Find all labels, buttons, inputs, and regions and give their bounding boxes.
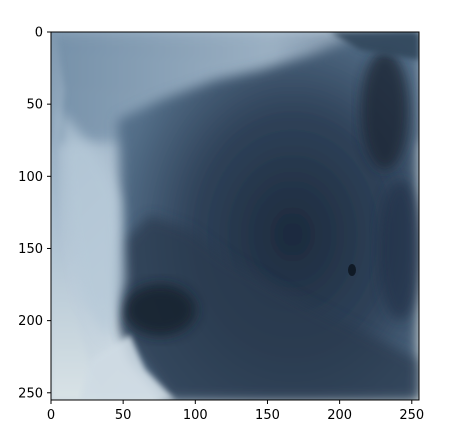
y-tick-label: 150: [18, 242, 43, 257]
x-axis: 0 50 100 150 200 250: [47, 400, 424, 423]
x-tick-label: 100: [183, 408, 208, 423]
x-tick-label: 50: [115, 408, 132, 423]
y-tick-label: 200: [18, 314, 43, 329]
image-content: [51, 32, 419, 400]
y-tick-label: 250: [18, 386, 43, 401]
x-tick-label: 250: [399, 408, 424, 423]
y-tick-label: 100: [18, 170, 43, 185]
plot-frame: [50, 31, 420, 401]
y-tick-label: 50: [26, 98, 43, 113]
x-tick-label: 150: [255, 408, 280, 423]
y-axis: 0 50 100 150 200 250: [18, 26, 51, 401]
x-tick-label: 0: [47, 408, 55, 423]
x-tick-label: 200: [327, 408, 352, 423]
y-tick-label: 0: [35, 26, 43, 41]
